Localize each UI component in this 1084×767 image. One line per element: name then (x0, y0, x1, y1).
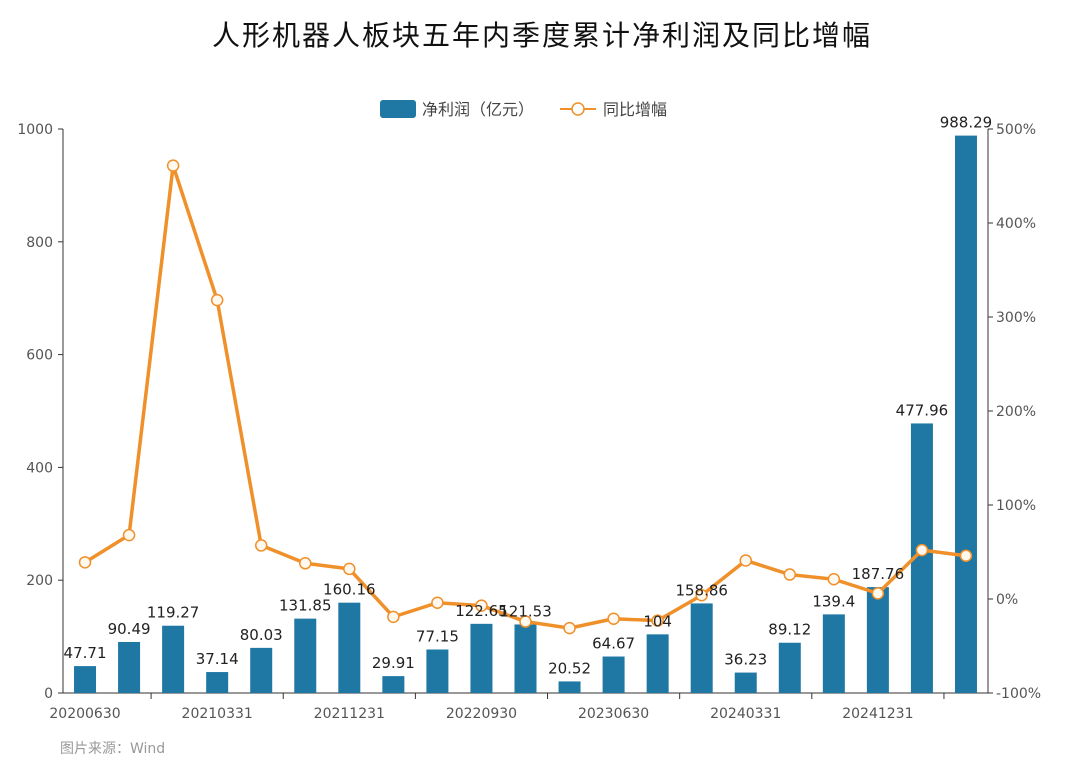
left-tick-label: 200 (26, 573, 53, 589)
legend-line-label: 同比增幅 (603, 100, 667, 119)
x-tick-label: 20240331 (710, 706, 781, 722)
yoy-point (739, 554, 752, 567)
left-tick-label: 1000 (17, 122, 53, 138)
bar (382, 676, 405, 693)
yoy-point (254, 539, 268, 552)
bar (822, 614, 845, 693)
yoy-point (651, 614, 664, 627)
bar-data-label: 89.12 (768, 621, 811, 639)
x-tick-label: 20230630 (578, 706, 649, 722)
x-tick-label: 20220930 (446, 706, 517, 722)
bar (954, 135, 977, 694)
bar (294, 618, 317, 693)
bar (866, 587, 889, 693)
bar-data-label: 64.67 (592, 635, 635, 653)
bar-data-label: 187.76 (852, 565, 905, 583)
source-note: 图片来源：Wind (60, 741, 166, 757)
bar (162, 625, 185, 693)
yoy-point (122, 528, 136, 542)
right-tick-label: -100% (996, 686, 1041, 702)
yoy-point (959, 549, 973, 563)
bar-data-label: 988.29 (940, 114, 993, 132)
chart-title: 人形机器人板块五年内季度累计净利润及同比增幅 (211, 19, 872, 52)
bar-data-label: 104 (643, 612, 672, 630)
bar (470, 623, 493, 693)
bar-data-label: 20.52 (548, 659, 591, 677)
bar (338, 602, 361, 693)
legend-line-marker (571, 102, 585, 116)
bar-data-label: 80.03 (240, 626, 283, 644)
bar (250, 647, 273, 693)
left-tick-label: 400 (26, 460, 53, 476)
yoy-point (431, 596, 444, 610)
x-tick-label: 20210331 (182, 706, 253, 722)
bar-data-label: 119.27 (147, 604, 200, 622)
right-tick-label: 500% (996, 122, 1036, 138)
left-tick-label: 800 (26, 235, 53, 251)
yoy-point (563, 621, 576, 635)
bar (118, 641, 141, 693)
right-tick-label: 0% (996, 592, 1018, 608)
bar-data-label: 122.65 (455, 602, 508, 620)
right-tick-label: 400% (996, 216, 1036, 232)
yoy-line (84, 163, 967, 630)
legend-bar-swatch (380, 100, 416, 118)
bar-data-label: 47.71 (64, 644, 107, 662)
x-tick-label: 20211231 (314, 706, 385, 722)
yoy-point (519, 615, 532, 628)
bar-data-label: 139.4 (812, 592, 855, 610)
bar (910, 423, 933, 693)
right-tick-label: 200% (996, 404, 1036, 420)
bar (690, 603, 713, 693)
bar-data-label: 90.49 (108, 620, 151, 638)
left-tick-label: 600 (26, 348, 53, 364)
x-tick-label: 20241231 (842, 706, 913, 722)
bar (558, 681, 581, 693)
left-tick-label: 0 (44, 686, 53, 702)
bar-data-label: 477.96 (896, 401, 949, 419)
yoy-point (387, 610, 400, 624)
yoy-point (607, 612, 620, 625)
bar (734, 672, 757, 693)
bar-data-label: 37.14 (196, 650, 239, 668)
yoy-point (343, 562, 356, 576)
yoy-point (210, 293, 224, 307)
yoy-point (915, 543, 929, 557)
bar (206, 672, 229, 693)
x-tick-label: 20200630 (49, 706, 120, 722)
right-tick-label: 100% (996, 498, 1036, 514)
right-tick-label: 300% (996, 310, 1036, 326)
yoy-point (871, 587, 885, 600)
bar (602, 656, 625, 693)
yoy-point (166, 159, 180, 172)
bar (778, 642, 801, 693)
yoy-point (299, 557, 312, 570)
bar (514, 624, 537, 693)
yoy-point (827, 573, 841, 586)
bar-data-label: 29.91 (372, 654, 415, 672)
yoy-point (78, 556, 92, 569)
bar-data-label: 158.86 (675, 581, 728, 599)
yoy-point (695, 588, 708, 602)
bar (426, 649, 449, 693)
bar (74, 666, 97, 693)
bar (646, 634, 669, 693)
bar-data-label: 131.85 (279, 597, 332, 615)
bar-data-label: 36.23 (724, 651, 767, 669)
yoy-point (475, 599, 488, 612)
bar-data-label: 160.16 (323, 581, 376, 599)
bar-data-label: 77.15 (416, 627, 459, 645)
legend-bar-label: 净利润（亿元） (422, 100, 534, 119)
yoy-point (783, 568, 797, 581)
bar-data-label: 121.53 (499, 602, 552, 620)
